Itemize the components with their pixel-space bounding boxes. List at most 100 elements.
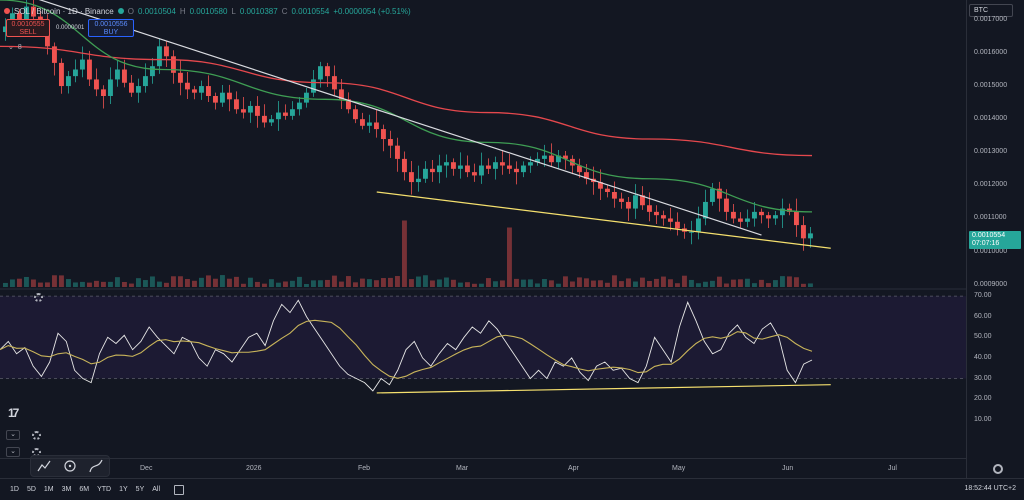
- indicators-toggle[interactable]: ⌄ 8: [8, 43, 22, 52]
- range-1y-button[interactable]: 1Y: [119, 486, 128, 493]
- currency-selector[interactable]: BTC: [969, 4, 1013, 17]
- volume-bar: [164, 282, 169, 287]
- volume-bar: [507, 227, 512, 287]
- chart-canvas[interactable]: [0, 0, 966, 458]
- volume-bar: [423, 275, 428, 287]
- range-5y-button[interactable]: 5Y: [135, 486, 145, 493]
- volume-bar: [661, 276, 666, 287]
- symbol-title: SOL / Bitcoin · 1D · Binance: [14, 6, 114, 16]
- candle-body: [409, 172, 414, 183]
- buy-button[interactable]: 0.0010556 BUY: [88, 19, 134, 37]
- candle-body: [269, 119, 274, 123]
- price-tick-label: 0.0010000: [974, 247, 1008, 255]
- volume-bar: [689, 279, 694, 287]
- candle-body: [3, 26, 8, 33]
- volume-bar: [17, 278, 22, 287]
- range-1m-button[interactable]: 1M: [43, 486, 54, 493]
- candle-body: [703, 201, 708, 219]
- volume-bar: [346, 276, 351, 287]
- volume-bar: [10, 279, 15, 287]
- volume-bar: [115, 277, 120, 287]
- rsi-tick-label: 30.00: [974, 374, 992, 382]
- candle-body: [717, 188, 722, 199]
- rsi-pane-settings-icon[interactable]: [32, 431, 41, 440]
- volume-bar: [619, 281, 624, 287]
- volume-bar: [542, 279, 547, 287]
- candle-body: [73, 69, 78, 77]
- candle-body: [262, 115, 267, 123]
- candle-body: [612, 192, 617, 199]
- candle-body: [619, 198, 624, 202]
- candle-body: [297, 102, 302, 110]
- volume-bar: [199, 277, 204, 287]
- volume-bar: [143, 280, 148, 287]
- volume-bar: [556, 283, 561, 287]
- time-axis[interactable]: Dec 2026 Feb Mar Apr May Jun Jul: [0, 458, 966, 478]
- volume-bar: [416, 276, 421, 287]
- volume-bar: [192, 280, 197, 287]
- volume-bar: [241, 283, 246, 287]
- volume-bar: [367, 279, 372, 287]
- utc-clock[interactable]: 18:52:44 UTC+2: [964, 485, 1016, 492]
- candle-body: [234, 99, 239, 110]
- candle-body: [535, 158, 540, 163]
- candle-body: [304, 92, 309, 103]
- calendar-icon[interactable]: [174, 484, 185, 495]
- volume-bar: [185, 279, 190, 287]
- volume-bar: [437, 279, 442, 287]
- chart-settings-icon[interactable]: [993, 464, 1003, 474]
- range-1d-button[interactable]: 1D: [10, 486, 19, 493]
- candle-body: [493, 162, 498, 169]
- volume-bar: [612, 275, 617, 287]
- candle-body: [157, 46, 162, 67]
- symbol-legend[interactable]: SOL / Bitcoin · 1D · Binance O 0.0010504 …: [4, 3, 411, 19]
- candle-body: [416, 178, 421, 183]
- candle-body: [780, 208, 785, 216]
- time-label-may: May: [672, 465, 686, 472]
- volume-bar: [626, 278, 631, 287]
- sell-button[interactable]: 0.0010555 SELL: [6, 19, 50, 37]
- candle-body: [402, 158, 407, 173]
- candle-body: [514, 168, 519, 173]
- volume-bar: [696, 283, 701, 287]
- volume-bar: [66, 279, 71, 287]
- volume-bar: [486, 278, 491, 287]
- volume-bar: [479, 283, 484, 287]
- range-3m-button[interactable]: 3M: [61, 486, 72, 493]
- volume-bar: [535, 283, 540, 287]
- lower-pane-collapse-button[interactable]: ⌄: [6, 447, 20, 457]
- candle-body: [31, 6, 36, 17]
- candle-body: [87, 59, 92, 80]
- trend-tool-icon[interactable]: [37, 459, 51, 473]
- volume-bar: [766, 283, 771, 287]
- volume-bar: [206, 275, 211, 287]
- range-all-button[interactable]: All: [152, 486, 161, 493]
- candle-body: [633, 195, 638, 209]
- candle-body: [360, 119, 365, 126]
- volume-bar: [493, 281, 498, 287]
- price-scale[interactable]: BTC 0.0017000 0.0016000 0.0015000 0.0014000…: [966, 0, 1024, 478]
- volume-bar: [717, 276, 722, 287]
- volume-bar: [220, 275, 225, 287]
- candle-body: [143, 76, 148, 87]
- volume-bar: [108, 281, 113, 287]
- price-tick-label: 0.0009000: [974, 280, 1008, 288]
- main-pane-settings-icon[interactable]: [34, 293, 43, 302]
- volume-bar: [381, 278, 386, 287]
- volume-bar: [738, 279, 743, 287]
- volume-bar: [563, 276, 568, 287]
- price-tick-label: 0.0016000: [974, 48, 1008, 56]
- candle-body: [136, 86, 141, 93]
- candle-body: [171, 56, 176, 73]
- range-6m-button[interactable]: 6M: [79, 486, 90, 493]
- candle-body: [556, 155, 561, 163]
- candle-body: [283, 112, 288, 116]
- range-ytd-button[interactable]: YTD: [97, 486, 112, 493]
- crosshair-tool-icon[interactable]: [63, 459, 77, 473]
- volume-bar: [80, 281, 85, 287]
- curve-tool-icon[interactable]: [89, 459, 103, 473]
- candle-body: [465, 165, 470, 173]
- range-5d-button[interactable]: 5D: [26, 486, 36, 493]
- volume-bar: [290, 280, 295, 287]
- rsi-pane-collapse-button[interactable]: ⌄: [6, 430, 20, 440]
